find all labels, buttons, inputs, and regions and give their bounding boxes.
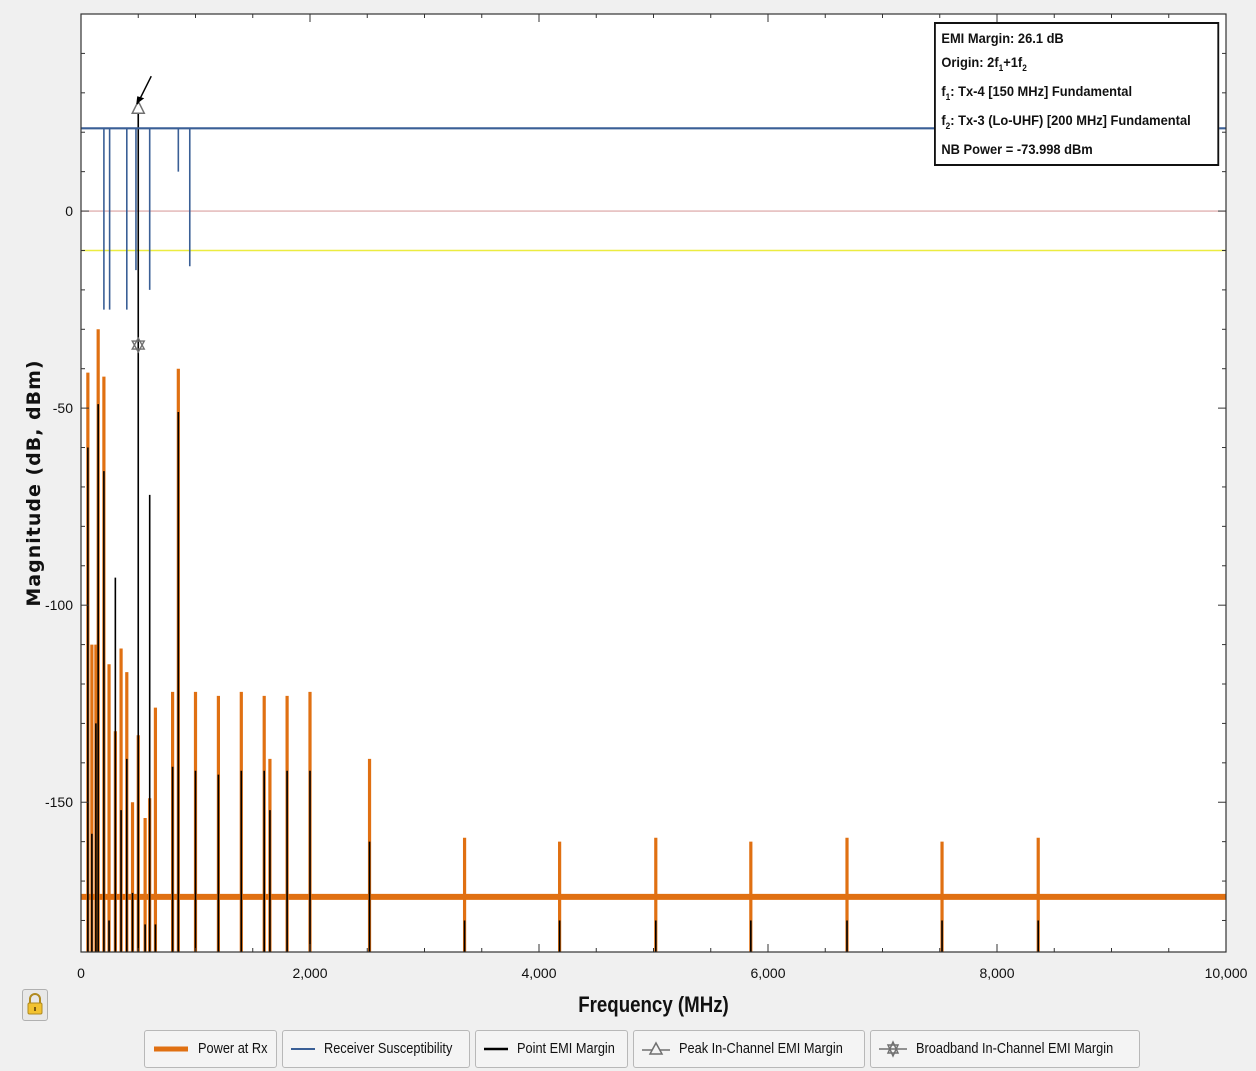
emi-margin-text: EMI Margin: 26.1 dB (941, 30, 1064, 46)
x-tick-label: 10,000 (1205, 965, 1248, 981)
emi-info-box: EMI Margin: 26.1 dB Origin: 2f1+1f2 f1: … (934, 22, 1220, 166)
legend-label: Power at Rx (198, 1041, 268, 1057)
legend-item-broadband-margin[interactable]: Broadband In-Channel EMI Margin (870, 1030, 1141, 1068)
x-tick-label: 2,000 (292, 965, 327, 981)
y-tick-label: -50 (53, 400, 73, 416)
legend-label: Point EMI Margin (516, 1041, 615, 1057)
legend-item-peak-margin[interactable]: Peak In-Channel EMI Margin (633, 1030, 866, 1068)
x-tick-label: 6,000 (750, 965, 785, 981)
triangle-marker-icon (642, 1041, 671, 1055)
star-marker-icon (879, 1040, 908, 1058)
y-tick-label: -150 (45, 794, 73, 810)
legend-label: Peak In-Channel EMI Margin (679, 1041, 843, 1057)
x-axis-title: Frequency (MHz) (578, 994, 729, 1018)
y-tick-label: 0 (65, 203, 73, 219)
f2-text: f2: Tx-3 (Lo-UHF) [200 MHz] Fundamental (941, 112, 1191, 131)
x-tick-label: 0 (77, 965, 85, 981)
peak-pointer-arrowhead (136, 96, 145, 105)
origin-text: Origin: 2f1+1f2 (941, 53, 1027, 73)
y-axis-title: Magnitude (dB, dBm) (23, 359, 45, 606)
nb-power-text: NB Power = -73.998 dBm (941, 141, 1093, 158)
black-line-icon (483, 1047, 508, 1051)
x-tick-label: 4,000 (521, 965, 556, 981)
broadband-marker-upper (131, 336, 146, 350)
blue-line-icon (290, 1048, 315, 1050)
legend-label: Receiver Susceptibility (323, 1041, 453, 1057)
legend-item-point-margin[interactable]: Point EMI Margin (474, 1030, 629, 1068)
padlock-icon (27, 993, 43, 1015)
plot-area (81, 14, 1226, 952)
f1-text: f1: Tx-4 [150 MHz] Fundamental (941, 82, 1133, 102)
lock-button[interactable] (22, 989, 48, 1021)
legend-item-susceptibility[interactable]: Receiver Susceptibility (281, 1030, 470, 1068)
y-tick-label: -100 (45, 597, 73, 613)
thick-orange-line-icon (154, 1046, 188, 1052)
legend-label: Broadband In-Channel EMI Margin (916, 1041, 1114, 1057)
peak-in-channel-marker (131, 99, 146, 114)
broadband-marker-lower (131, 340, 146, 354)
legend-item-power[interactable]: Power at Rx (144, 1030, 277, 1068)
x-tick-label: 8,000 (979, 965, 1014, 981)
chart-legend: Power at Rx Receiver Susceptibility Poin… (144, 1030, 1141, 1068)
